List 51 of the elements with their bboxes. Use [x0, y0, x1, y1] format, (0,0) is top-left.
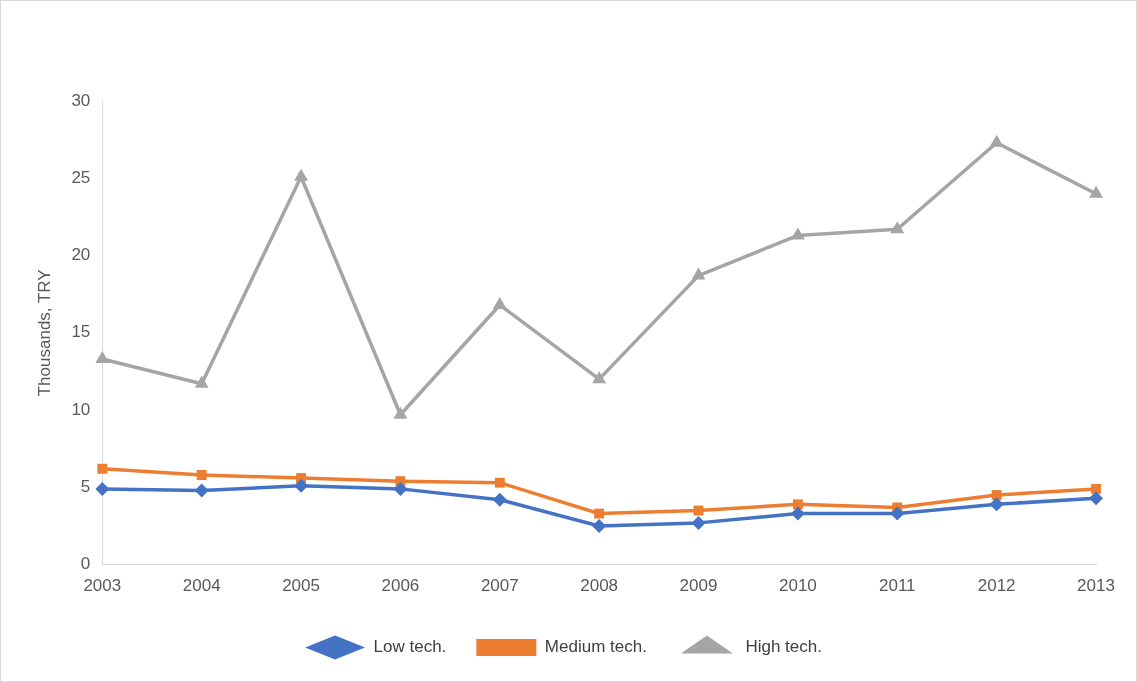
point	[1089, 185, 1103, 198]
point	[790, 227, 805, 240]
y-tick-label: 0	[80, 554, 91, 574]
y-tick-label: 15	[71, 322, 91, 342]
point	[989, 497, 1004, 512]
y-axis-title: Thousands, TRY	[34, 269, 54, 397]
y-tick-label: 20	[71, 245, 91, 265]
x-tick-label: 2013	[1077, 576, 1115, 596]
point	[95, 481, 110, 496]
point	[991, 490, 1002, 501]
point	[393, 481, 408, 496]
y-tick-label: 5	[80, 477, 91, 497]
point	[1089, 491, 1103, 506]
point	[494, 477, 505, 488]
point	[194, 375, 209, 388]
x-tick-label: 2005	[282, 576, 320, 596]
legend-label: Medium tech.	[544, 637, 647, 657]
point	[97, 463, 108, 474]
legend-label: Low tech.	[373, 637, 447, 657]
point	[196, 470, 207, 480]
x-tick-label: 2009	[679, 576, 718, 596]
point	[594, 508, 605, 519]
x-tick-label: 2011	[878, 576, 916, 596]
x-tick-label: 2006	[381, 576, 420, 596]
point	[492, 492, 507, 507]
point	[691, 515, 706, 530]
point	[95, 351, 110, 364]
x-tick-label: 2008	[580, 576, 619, 596]
point	[792, 499, 803, 510]
y-tick-label: 30	[71, 90, 91, 110]
point	[492, 296, 507, 309]
y-tick-label: 25	[71, 167, 91, 187]
x-tick-label: 2007	[480, 576, 519, 596]
y-tick-label: 10	[71, 399, 91, 419]
point	[691, 267, 706, 280]
x-tick-label: 2012	[977, 576, 1016, 596]
point	[989, 134, 1004, 147]
point	[194, 483, 209, 498]
point	[592, 518, 607, 533]
point	[592, 371, 607, 384]
point	[890, 506, 905, 521]
point	[393, 406, 408, 419]
point	[890, 221, 905, 234]
x-tick-label: 2004	[182, 576, 221, 596]
x-tick-label: 2010	[778, 576, 817, 596]
legend-label: High tech.	[745, 637, 822, 657]
x-tick-label: 2003	[83, 576, 122, 596]
point	[294, 478, 309, 493]
point	[790, 506, 805, 521]
point	[294, 168, 308, 181]
point	[1091, 483, 1101, 494]
